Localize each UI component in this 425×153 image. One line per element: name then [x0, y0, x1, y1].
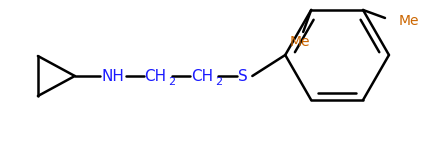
Text: 2: 2: [215, 77, 223, 87]
Text: NH: NH: [102, 69, 125, 84]
Text: CH: CH: [192, 69, 214, 84]
Text: 2: 2: [169, 77, 176, 87]
Text: S: S: [238, 69, 248, 84]
Text: Me: Me: [399, 14, 419, 28]
Text: CH: CH: [144, 69, 167, 84]
Text: Me: Me: [290, 35, 310, 49]
